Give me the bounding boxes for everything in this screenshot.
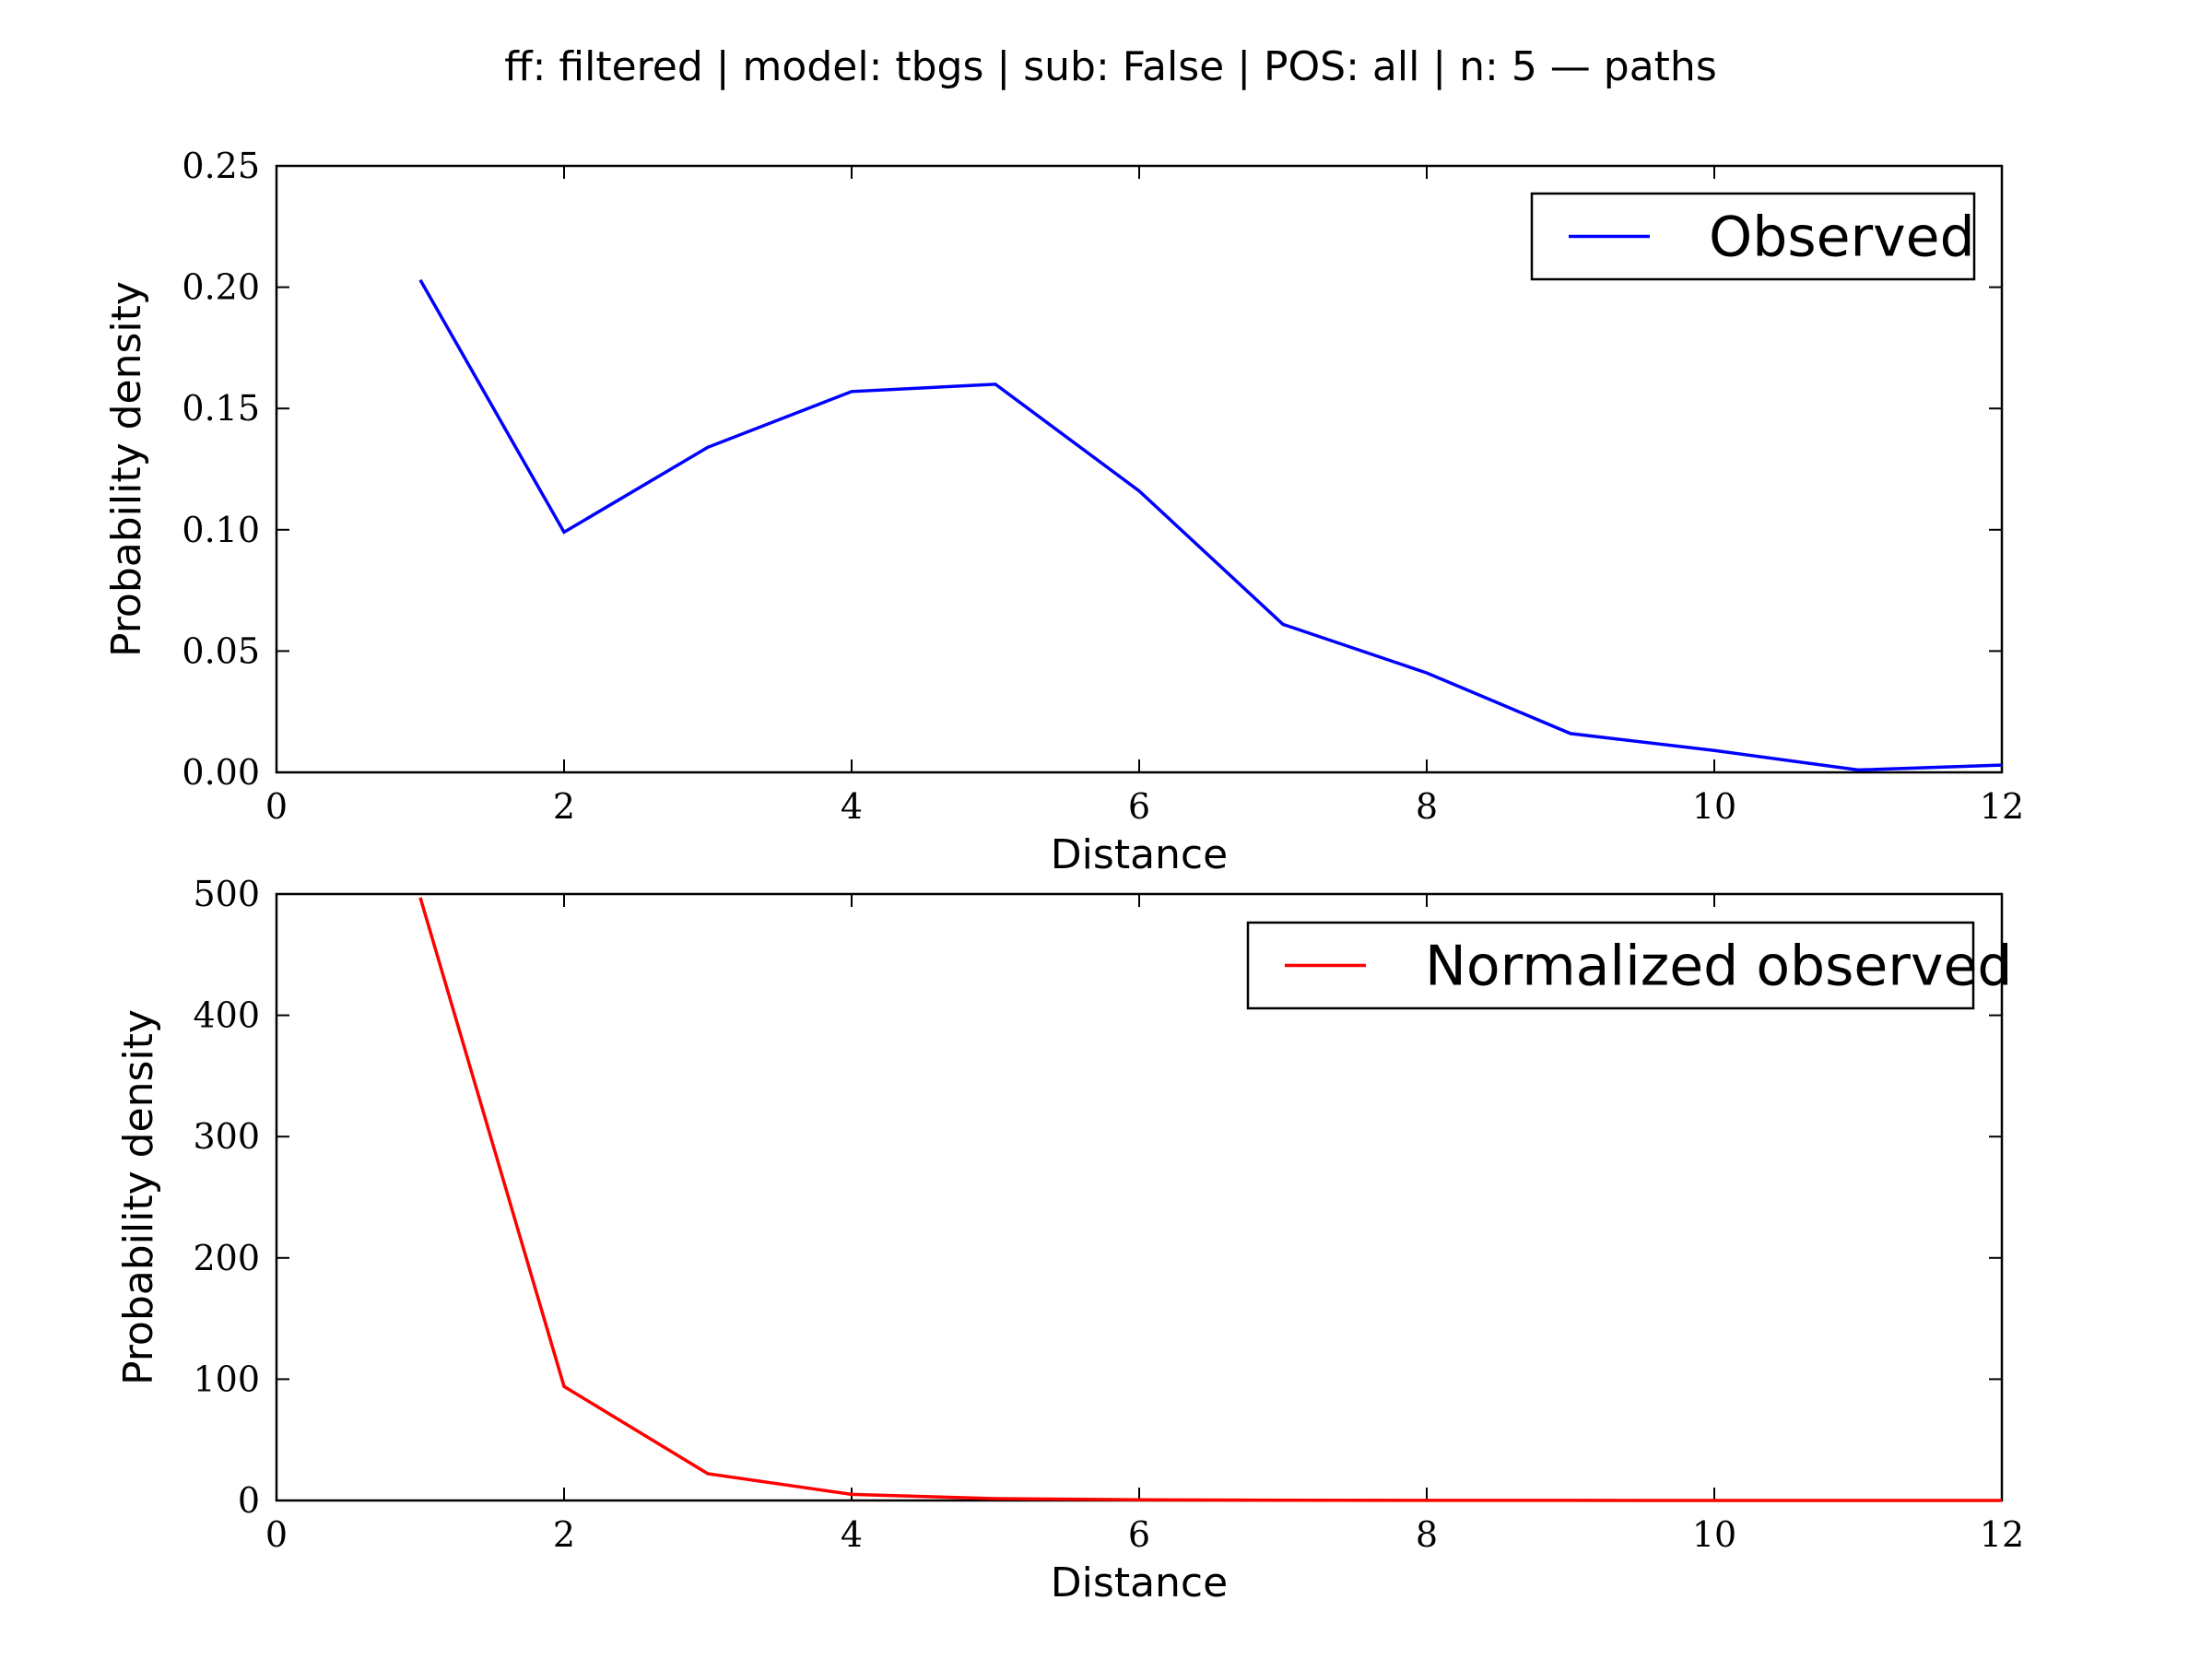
- legend-label: Normalized observed: [1425, 935, 2012, 999]
- x-tick-label: 6: [1128, 1514, 1150, 1555]
- legend-label: Observed: [1709, 206, 1975, 270]
- panel-1: 0 2 4 6 8 10 12 0.00 0.05 0.10 0.15 0.20 0.25 Distanc…: [103, 146, 2024, 878]
- y-tick-label: 100: [193, 1359, 260, 1399]
- x-axis-label: Distance: [1051, 831, 1228, 878]
- y-axis-label: Probability density: [115, 1009, 162, 1385]
- legend: Normalized observed: [1246, 921, 2012, 1010]
- x-tick-label: 0: [265, 786, 288, 827]
- y-tick-label: 300: [193, 1116, 260, 1157]
- series-line-1-1: [418, 278, 2003, 772]
- x-tick-label: 2: [553, 786, 575, 827]
- y-tick-label: 0.15: [182, 388, 260, 429]
- y-tick-label: 0.10: [182, 510, 260, 550]
- legend-box: [1530, 192, 1976, 281]
- y-tick-label: 500: [193, 874, 260, 914]
- x-tick-label: 10: [1692, 1514, 1736, 1555]
- y-tick-label: 0: [238, 1480, 260, 1521]
- figure-title: ff: filtered | model: tbgs | sub: False …: [504, 43, 1717, 90]
- y-tick-label: 0.25: [182, 146, 260, 186]
- y-tick-label: 200: [193, 1238, 260, 1278]
- x-tick-label: 12: [1980, 1514, 2024, 1555]
- y-tick-label: 0.05: [182, 630, 260, 671]
- y-axis-label: Probability density: [103, 281, 150, 657]
- x-axis-label: Distance: [1051, 1559, 1228, 1606]
- legend-box: [1246, 921, 1975, 1010]
- series-line-2-1: [418, 897, 2002, 1502]
- x-tick-label: 10: [1692, 786, 1736, 827]
- x-tick-label: 0: [265, 1514, 288, 1555]
- x-tick-label: 8: [1416, 786, 1438, 827]
- x-tick-label: 4: [841, 1514, 863, 1555]
- legend: Observed: [1530, 192, 1976, 281]
- x-tick-label: 12: [1980, 786, 2024, 827]
- panel-2: 0 2 4 6 8 10 12 0 100 200 300 400 500 Distance Probabi…: [115, 874, 2024, 1606]
- y-tick-label: 0.20: [182, 267, 260, 308]
- x-tick-label: 8: [1416, 1514, 1438, 1555]
- y-tick-label: 0.00: [182, 752, 260, 793]
- x-tick-label: 6: [1128, 786, 1150, 827]
- x-tick-label: 4: [841, 786, 863, 827]
- x-tick-label: 2: [553, 1514, 575, 1555]
- y-tick-label: 400: [193, 995, 260, 1036]
